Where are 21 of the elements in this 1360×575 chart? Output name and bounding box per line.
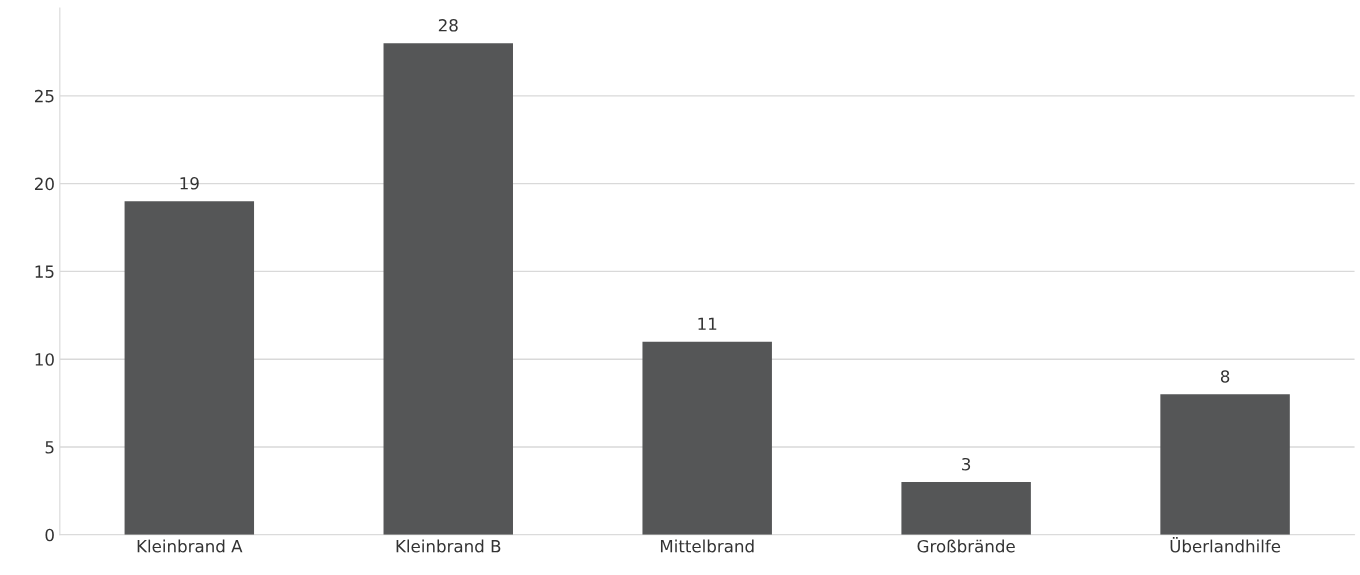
data-label: 3 [962,457,971,471]
bar [901,482,1031,535]
x-tick-label: Kleinbrand B [396,539,501,553]
data-label: 8 [1220,370,1230,383]
bar [1160,394,1290,535]
y-tick-label: 5 [45,441,54,454]
x-tick-label: Großbrände [917,539,1015,553]
data-label: 28 [438,18,458,32]
data-label: 11 [698,317,717,330]
data-label: 19 [180,177,199,190]
y-tick-label: 15 [35,265,54,278]
y-tick-label: 10 [35,353,54,366]
y-tick-label: 0 [45,528,54,542]
y-tick-label: 25 [34,89,54,103]
x-tick-label: Kleinbrand A [137,539,243,553]
x-tick-label: Überlandhilfe [1170,537,1281,553]
y-tick-label: 20 [34,177,54,191]
bar [124,201,255,535]
x-tick-label: Mittelbrand [660,539,754,553]
bar [383,43,513,535]
bar [642,341,772,535]
